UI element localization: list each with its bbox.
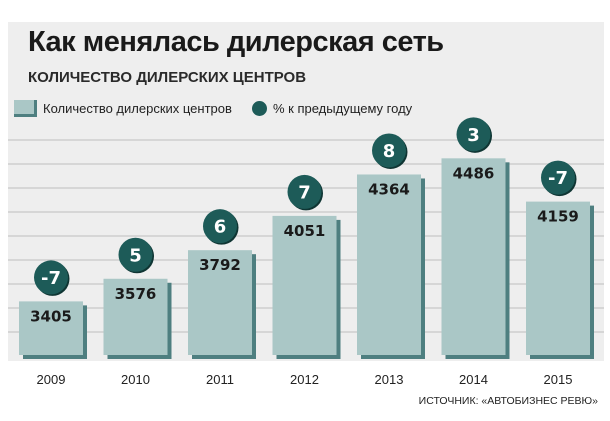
- legend-circles-label: % к предыдущему году: [273, 100, 413, 116]
- bar-value-label: 4051: [284, 222, 326, 240]
- legend-bars-label: Количество дилерских центров: [43, 100, 232, 116]
- pct-circle: [203, 209, 237, 244]
- legend-circle-swatch: [252, 100, 267, 116]
- pct-label: 6: [214, 217, 227, 238]
- pct-label: 7: [298, 182, 311, 203]
- x-tick-label: 2011: [206, 372, 234, 387]
- pct-label: 8: [383, 141, 396, 162]
- bar-value-label: 3405: [30, 307, 72, 325]
- pct-label: 5: [129, 245, 142, 266]
- bar: [272, 215, 337, 355]
- x-tick-label: 2010: [121, 372, 150, 387]
- bar: [188, 250, 252, 355]
- x-tick-label: 2009: [37, 372, 66, 387]
- x-tick-label: 2013: [375, 372, 404, 387]
- pct-circle: [372, 133, 406, 168]
- x-tick-label: 2015: [544, 372, 573, 387]
- bar: [441, 158, 506, 355]
- bar-value-label: 3576: [115, 285, 157, 303]
- chart-subtitle: КОЛИЧЕСТВО ДИЛЕРСКИХ ЦЕНТРОВ: [28, 69, 307, 86]
- bar-value-label: 4159: [537, 208, 579, 226]
- bar: [103, 278, 168, 355]
- source-note: ИСТОЧНИК: «АВТОБИЗНЕС РЕВЮ»: [418, 395, 598, 407]
- pct-label: 3: [467, 125, 480, 146]
- bar-value-label: 3792: [199, 256, 241, 274]
- bar: [526, 201, 590, 355]
- bar-value-label: 4364: [368, 180, 410, 198]
- pct-label: -7: [548, 168, 568, 189]
- bar: [19, 301, 83, 355]
- bar: [357, 174, 421, 355]
- pct-label: -7: [41, 268, 61, 289]
- pct-circle: [118, 237, 153, 272]
- pct-circle: [34, 260, 68, 295]
- chart-title: Как менялась дилерская сеть: [28, 26, 444, 58]
- axis-strip: [0, 361, 610, 421]
- pct-circle: [456, 117, 491, 152]
- bar-value-label: 4486: [453, 164, 495, 182]
- legend-item-bars: Количество дилерских центров: [14, 99, 232, 117]
- x-tick-label: 2012: [290, 372, 319, 387]
- pct-circle: [541, 160, 575, 195]
- pct-circle: [287, 174, 322, 209]
- x-tick-label: 2014: [459, 372, 488, 387]
- legend-bar-swatch: [14, 99, 37, 117]
- legend-item-circles: % к предыдущему году: [252, 99, 412, 117]
